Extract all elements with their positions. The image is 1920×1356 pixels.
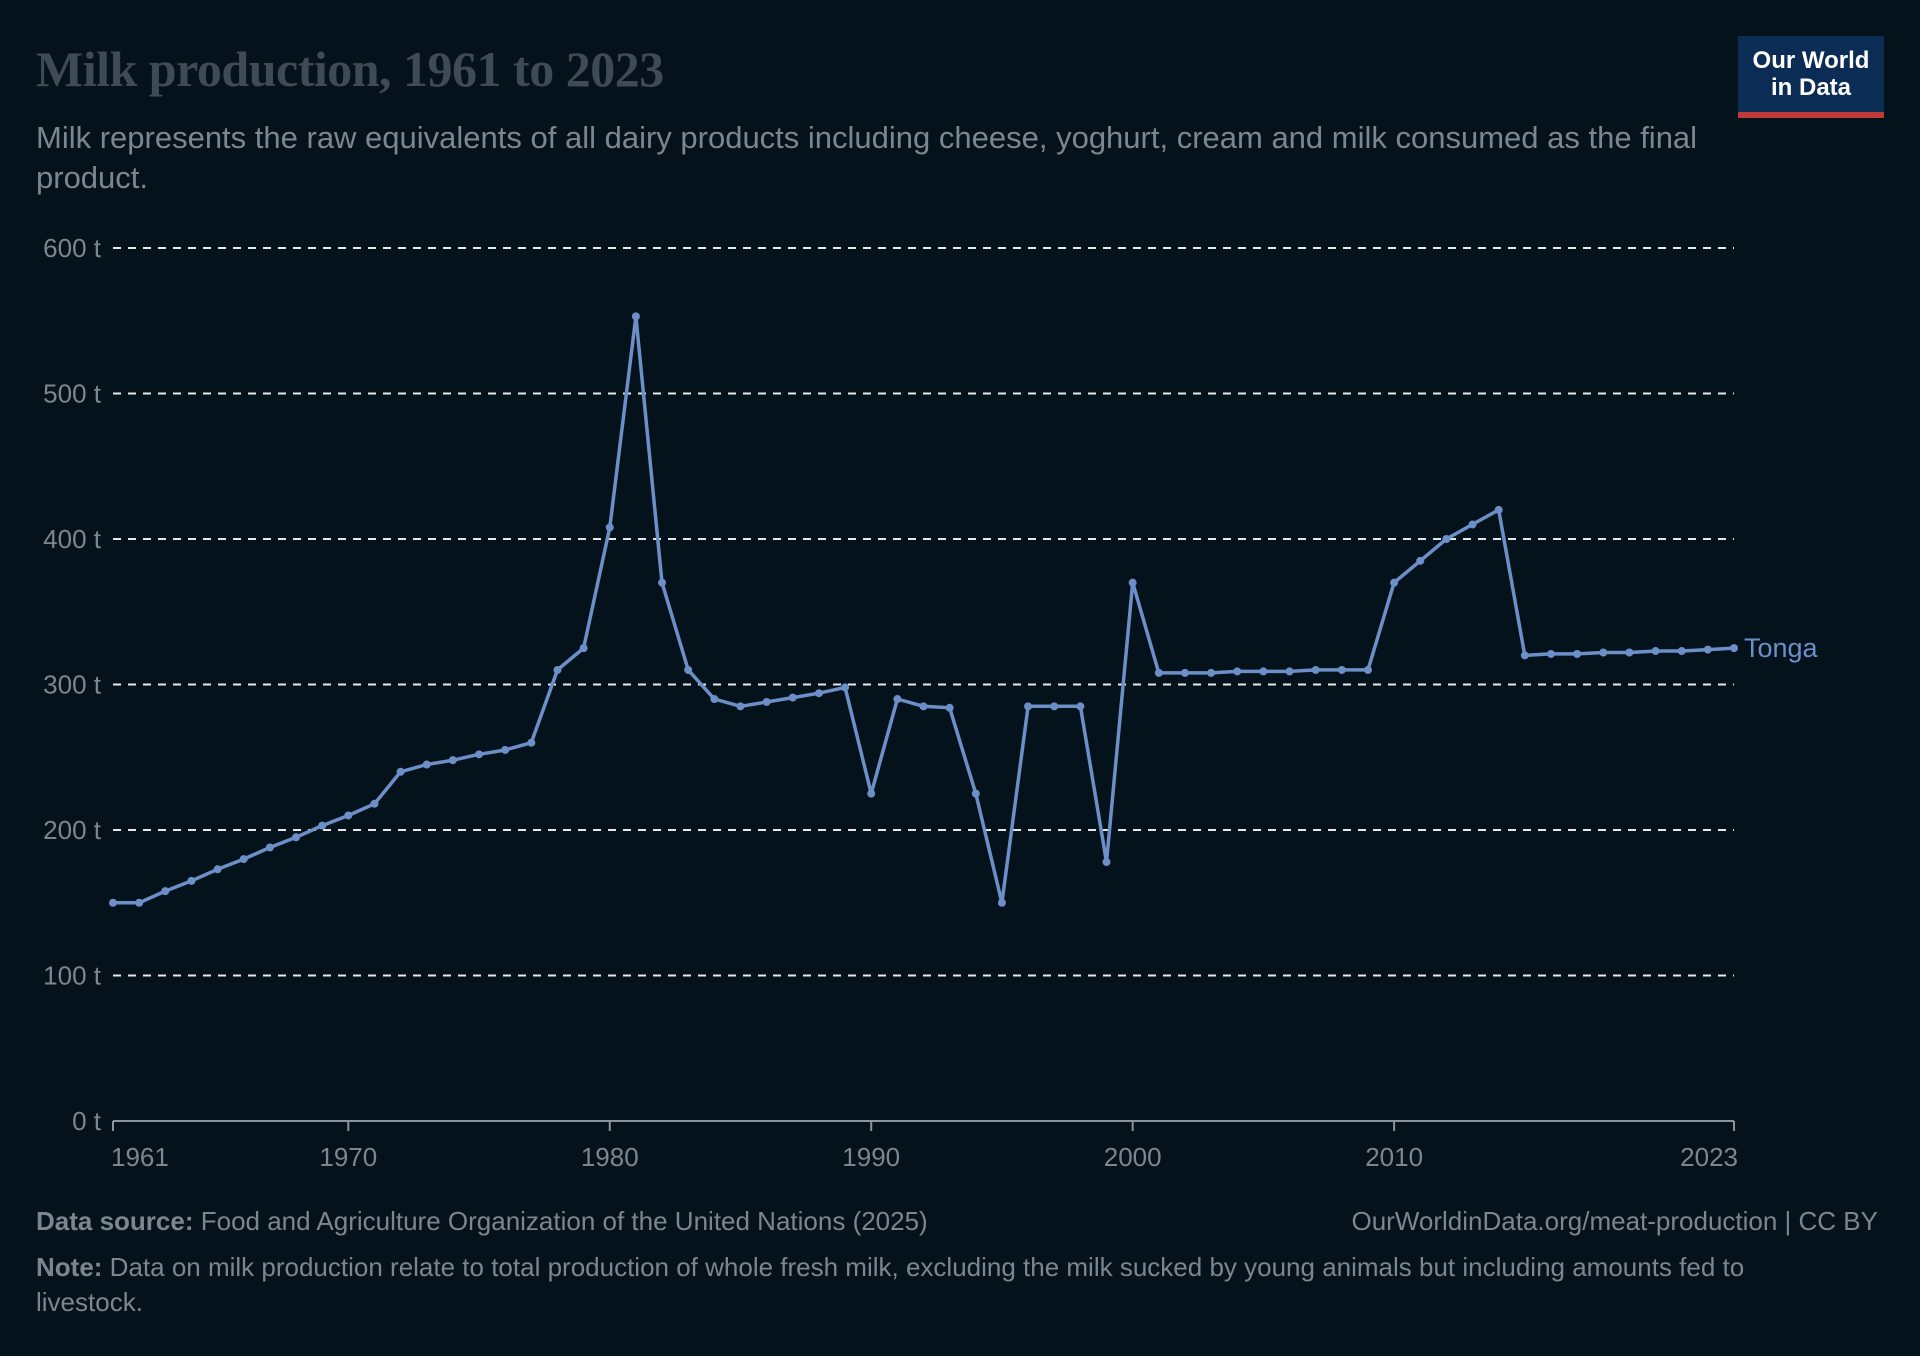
data-point	[1390, 578, 1399, 587]
data-point	[1363, 665, 1372, 674]
data-point	[1076, 702, 1085, 711]
data-point	[579, 644, 588, 653]
data-point	[1573, 649, 1582, 658]
y-tick-label: 500 t	[43, 379, 102, 409]
data-point	[1207, 668, 1216, 677]
data-point	[1050, 702, 1059, 711]
x-tick-label: 1961	[111, 1142, 169, 1172]
line-chart: 0 t 100 t 200 t 300 t 400 t 500 t 600 t 1961 197…	[43, 233, 1819, 1172]
data-point	[1494, 505, 1503, 514]
data-point	[1651, 647, 1660, 656]
data-point	[370, 799, 379, 808]
data-point	[1102, 858, 1111, 867]
data-point	[736, 702, 745, 711]
data-source: Data source: Food and Agriculture Organi…	[36, 1206, 928, 1237]
y-tick-label: 300 t	[43, 670, 102, 700]
data-point	[1599, 648, 1608, 657]
data-point	[631, 312, 640, 321]
logo-line-1: Our World	[1752, 47, 1870, 74]
data-point	[344, 811, 353, 820]
chart-title: Milk production, 1961 to 2023	[36, 41, 664, 97]
data-point	[475, 750, 484, 759]
data-point	[1730, 644, 1738, 653]
data-point	[658, 578, 667, 587]
data-point	[161, 887, 170, 896]
y-tick-label: 400 t	[43, 524, 102, 554]
data-point	[187, 876, 196, 885]
data-source-label: Data source:	[36, 1206, 194, 1236]
data-point	[1337, 665, 1346, 674]
data-point	[1442, 535, 1451, 543]
data-point	[997, 898, 1006, 907]
data-point	[448, 756, 457, 765]
source-url[interactable]: OurWorldinData.org/meat-production | CC …	[1351, 1206, 1879, 1236]
note-label: Note:	[36, 1252, 103, 1282]
data-point	[605, 523, 614, 532]
y-tick-label: 0 t	[72, 1106, 102, 1136]
data-point	[1311, 665, 1320, 674]
data-point	[788, 693, 797, 702]
data-point	[971, 789, 980, 798]
data-point	[1625, 648, 1634, 657]
data-point	[1233, 667, 1242, 676]
data-point	[867, 789, 876, 798]
data-point	[893, 695, 902, 704]
data-point	[1520, 651, 1529, 660]
data-point	[1128, 578, 1137, 587]
y-tick-label: 200 t	[43, 815, 102, 845]
logo-line-2: in Data	[1770, 74, 1851, 101]
x-tick-label: 1980	[581, 1142, 639, 1172]
chart-note: Note: Data on milk production relate to …	[36, 1250, 1796, 1320]
data-point	[841, 683, 850, 692]
data-point	[396, 767, 405, 776]
data-point	[1024, 702, 1033, 711]
chart-subtitle: Milk represents the raw equivalents of a…	[36, 120, 1698, 195]
series-line-tonga	[111, 314, 1736, 905]
data-point	[814, 689, 823, 698]
data-point	[1285, 667, 1294, 676]
series-layer: Tonga	[109, 312, 1819, 907]
data-point	[422, 760, 431, 769]
data-point	[1416, 556, 1425, 565]
data-point	[239, 855, 248, 864]
data-point	[213, 865, 222, 874]
axis-layer: 0 t 100 t 200 t 300 t 400 t 500 t 600 t 1961 197…	[43, 233, 1738, 1172]
data-point	[684, 665, 693, 674]
data-point	[1546, 649, 1555, 658]
x-tick-label: 1990	[842, 1142, 900, 1172]
data-point	[109, 898, 117, 907]
owid-logo[interactable]: Our World in Data	[1738, 36, 1884, 118]
y-tick-label: 100 t	[43, 961, 102, 991]
data-point	[527, 738, 536, 747]
data-point	[135, 898, 144, 907]
data-point	[1259, 667, 1268, 676]
series-label: Tonga	[1744, 633, 1819, 663]
data-point	[919, 702, 928, 711]
x-tick-label: 1970	[319, 1142, 377, 1172]
data-point	[265, 843, 274, 852]
data-source-text[interactable]: Food and Agriculture Organization of the…	[200, 1206, 928, 1236]
data-point	[762, 697, 771, 706]
note-text: Data on milk production relate to total …	[36, 1252, 1745, 1317]
x-tick-label: 2010	[1365, 1142, 1423, 1172]
data-point	[1468, 520, 1477, 529]
data-point	[1154, 668, 1163, 677]
x-tick-label: 2000	[1104, 1142, 1162, 1172]
grid-layer	[113, 247, 1734, 977]
data-point	[945, 703, 954, 712]
data-point	[318, 821, 327, 830]
data-point	[1677, 647, 1686, 656]
data-point	[553, 665, 562, 674]
data-point	[501, 745, 510, 754]
y-tick-label: 600 t	[43, 233, 102, 263]
x-tick-label: 2023	[1680, 1142, 1738, 1172]
data-point	[710, 695, 719, 704]
data-point	[1180, 668, 1189, 677]
data-point	[292, 833, 301, 842]
data-point	[1703, 645, 1712, 654]
